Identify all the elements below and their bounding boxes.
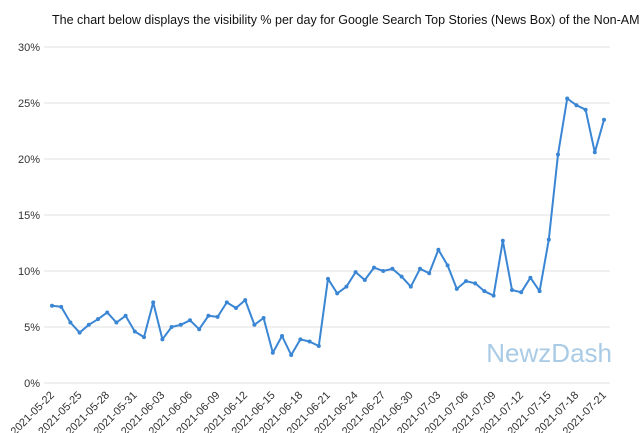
point [86, 322, 91, 327]
y-tick-label: 15% [18, 210, 40, 222]
point [261, 316, 266, 321]
chart-title: The chart below displays the visibility … [52, 13, 640, 27]
point [436, 247, 441, 252]
point [408, 284, 413, 289]
point [491, 293, 496, 298]
point [160, 337, 165, 342]
point [344, 284, 349, 289]
point [105, 310, 110, 315]
point [565, 96, 570, 101]
point [59, 304, 64, 309]
point [602, 117, 606, 122]
point [372, 265, 376, 270]
point [178, 322, 183, 327]
point [169, 325, 174, 329]
point [316, 344, 321, 349]
point [50, 303, 54, 308]
point [482, 289, 487, 294]
point [399, 274, 404, 279]
point [206, 313, 211, 318]
point [96, 317, 100, 322]
y-tick-label: 25% [18, 98, 40, 110]
point [519, 290, 524, 295]
point [537, 289, 542, 294]
point [528, 275, 533, 280]
point [335, 291, 340, 296]
point [583, 107, 588, 112]
point [197, 327, 202, 332]
point [298, 337, 303, 342]
watermark: NewzDash [486, 338, 612, 368]
point [326, 276, 330, 281]
y-tick-label: 0% [24, 378, 40, 390]
point [418, 266, 422, 271]
point [270, 350, 275, 355]
point [307, 339, 312, 344]
point [234, 305, 238, 310]
point [243, 298, 248, 303]
point [114, 320, 119, 325]
line [51, 97, 605, 356]
point [546, 237, 551, 242]
point [473, 281, 478, 286]
point [454, 286, 459, 291]
point [68, 320, 73, 325]
point [381, 269, 386, 273]
point [445, 263, 450, 268]
y-tick-label: 5% [24, 322, 40, 334]
point [362, 277, 367, 282]
point [353, 270, 358, 275]
y-tick-label: 20% [18, 154, 40, 166]
point [510, 288, 514, 293]
point [123, 313, 128, 318]
point [556, 152, 560, 157]
point [592, 150, 597, 155]
point [574, 103, 579, 108]
y-tick-label: 10% [18, 266, 40, 278]
point [188, 318, 192, 323]
point [77, 330, 82, 335]
point [390, 266, 395, 271]
point [132, 329, 137, 334]
y-tick-label: 30% [18, 42, 40, 54]
point [280, 333, 284, 338]
point [215, 314, 220, 319]
point [252, 322, 257, 327]
point [142, 335, 146, 340]
point [151, 300, 156, 305]
point [224, 300, 229, 305]
point [427, 271, 432, 276]
point [500, 238, 505, 243]
point [464, 279, 468, 284]
point [289, 353, 294, 357]
